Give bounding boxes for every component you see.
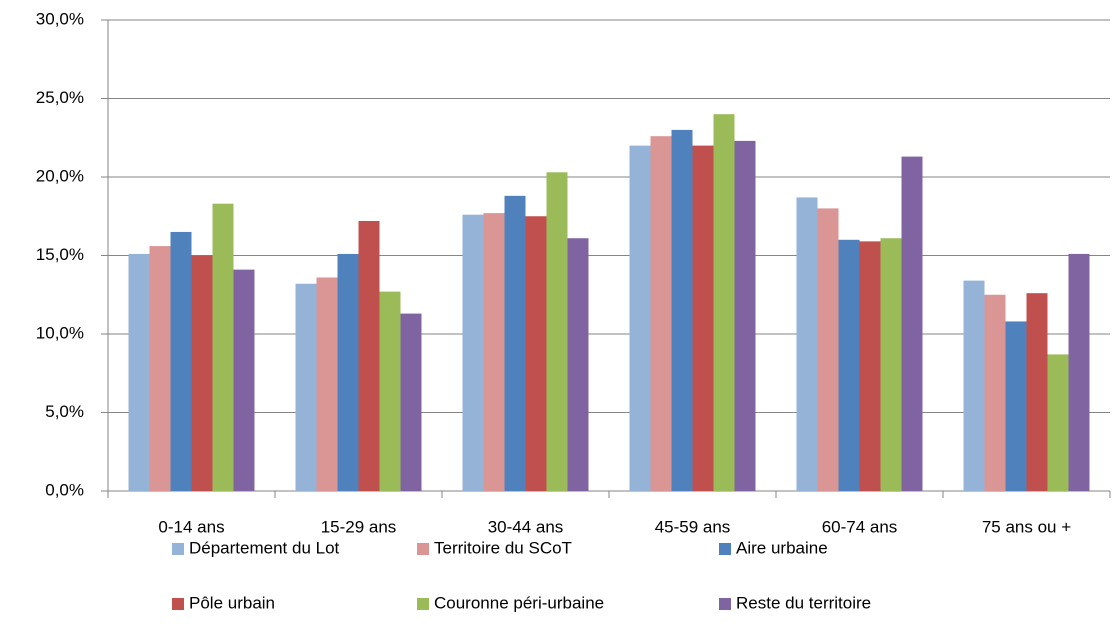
y-tick-label: 30,0% xyxy=(36,9,84,28)
legend-label: Territoire du SCoT xyxy=(434,538,572,557)
legend-label: Département du Lot xyxy=(189,538,340,557)
bar xyxy=(796,197,818,491)
legend-swatch xyxy=(417,598,429,610)
bar xyxy=(379,291,401,491)
bar xyxy=(316,277,338,491)
bar xyxy=(525,216,547,491)
legend-swatch xyxy=(719,543,731,555)
bar xyxy=(984,294,1006,491)
bar xyxy=(838,239,860,491)
x-tick-label: 45-59 ans xyxy=(655,517,731,536)
bar xyxy=(212,203,234,491)
y-tick-label: 15,0% xyxy=(36,245,84,264)
bar xyxy=(650,136,672,491)
bar xyxy=(1005,321,1027,491)
bar xyxy=(233,269,255,491)
bar xyxy=(901,156,923,491)
x-tick-label: 15-29 ans xyxy=(321,517,397,536)
y-tick-label: 5,0% xyxy=(45,402,84,421)
x-tick-label: 75 ans ou + xyxy=(982,517,1071,536)
bar xyxy=(567,238,589,491)
x-tick-label: 0-14 ans xyxy=(158,517,224,536)
bar xyxy=(128,253,150,491)
legend-label: Aire urbaine xyxy=(736,538,828,557)
x-tick-label: 30-44 ans xyxy=(488,517,564,536)
bar xyxy=(1047,354,1069,491)
bar xyxy=(817,208,839,491)
bar xyxy=(1026,293,1048,491)
bar xyxy=(191,255,213,491)
bar xyxy=(504,195,526,491)
bar xyxy=(880,238,902,491)
x-tick-label: 60-74 ans xyxy=(822,517,898,536)
bar xyxy=(337,253,359,491)
legend-label: Pôle urbain xyxy=(189,593,275,612)
bar xyxy=(963,280,985,491)
y-tick-label: 20,0% xyxy=(36,166,84,185)
y-tick-label: 0,0% xyxy=(45,480,84,499)
y-tick-label: 25,0% xyxy=(36,88,84,107)
legend-swatch xyxy=(172,543,184,555)
bar xyxy=(400,313,422,491)
bar xyxy=(149,246,171,491)
bar xyxy=(734,140,756,491)
legend-label: Reste du territoire xyxy=(736,593,871,612)
bar xyxy=(170,231,192,491)
bar xyxy=(859,241,881,491)
bar xyxy=(483,213,505,492)
legend-swatch xyxy=(417,543,429,555)
bar xyxy=(1068,253,1090,491)
legend-swatch xyxy=(719,598,731,610)
legend-label: Couronne péri-urbaine xyxy=(434,593,604,612)
bar xyxy=(462,214,484,491)
bar xyxy=(629,145,651,491)
bar xyxy=(295,283,317,491)
bar xyxy=(358,220,380,491)
legend-swatch xyxy=(172,598,184,610)
bar xyxy=(713,114,735,491)
bar xyxy=(546,172,568,492)
bar xyxy=(671,129,693,491)
y-tick-label: 10,0% xyxy=(36,323,84,342)
bar xyxy=(692,145,714,491)
